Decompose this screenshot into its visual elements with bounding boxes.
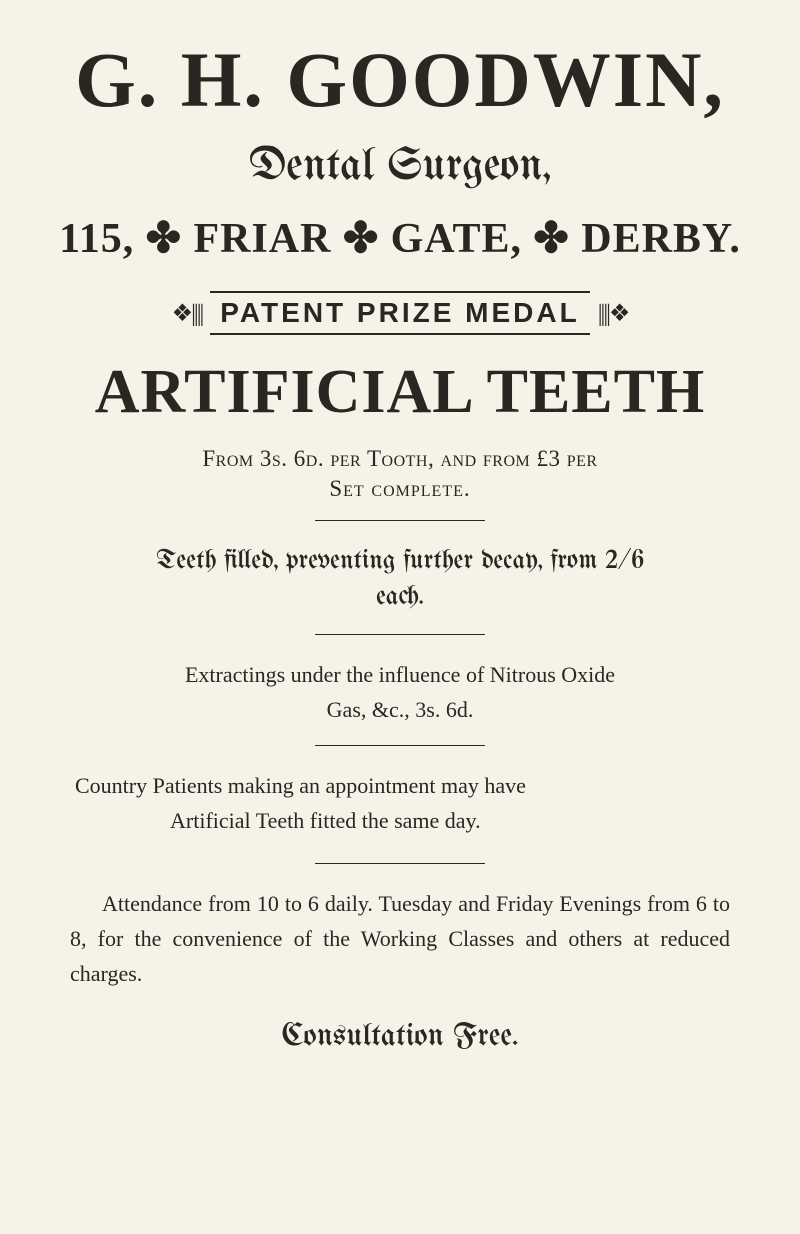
subtitle: Dental Surgeon, xyxy=(55,143,745,191)
teeth-filled-line2: each. xyxy=(55,579,745,615)
extracting-line1: Extractings under the influence of Nitro… xyxy=(55,657,745,692)
address-line: 115, ✤ FRIAR ✤ GATE, ✤ DERBY. xyxy=(55,213,745,263)
attendance-section: Attendance from 10 to 6 daily. Tuesday a… xyxy=(70,886,730,992)
extracting-section: Extractings under the influence of Nitro… xyxy=(55,657,745,727)
medal-right-ornament: ||||❖ xyxy=(598,299,629,328)
teeth-filled-line1: Teeth filled, preventing further decay, … xyxy=(55,543,745,579)
divider xyxy=(315,520,485,521)
divider xyxy=(315,634,485,635)
divider xyxy=(315,863,485,864)
medal-left-ornament: ❖|||| xyxy=(172,299,203,328)
country-line1: Country Patients making an appointment m… xyxy=(75,768,725,803)
main-title: G. H. GOODWIN, xyxy=(55,35,745,125)
set-complete-line: Set complete. xyxy=(55,476,745,502)
medal-row: ❖|||| PATENT PRIZE MEDAL ||||❖ xyxy=(55,291,745,335)
country-patients-section: Country Patients making an appointment m… xyxy=(75,768,725,838)
headline: ARTIFICIAL TEETH xyxy=(55,357,745,428)
extracting-line2: Gas, &c., 3s. 6d. xyxy=(55,692,745,727)
price-line: From 3s. 6d. per Tooth, and from £3 per xyxy=(55,446,745,472)
teeth-filled-section: Teeth filled, preventing further decay, … xyxy=(55,543,745,616)
consultation-line: Consultation Free. xyxy=(55,1021,745,1054)
divider xyxy=(315,745,485,746)
medal-text: PATENT PRIZE MEDAL xyxy=(210,291,589,335)
country-line2: Artificial Teeth fitted the same day. xyxy=(75,803,725,838)
